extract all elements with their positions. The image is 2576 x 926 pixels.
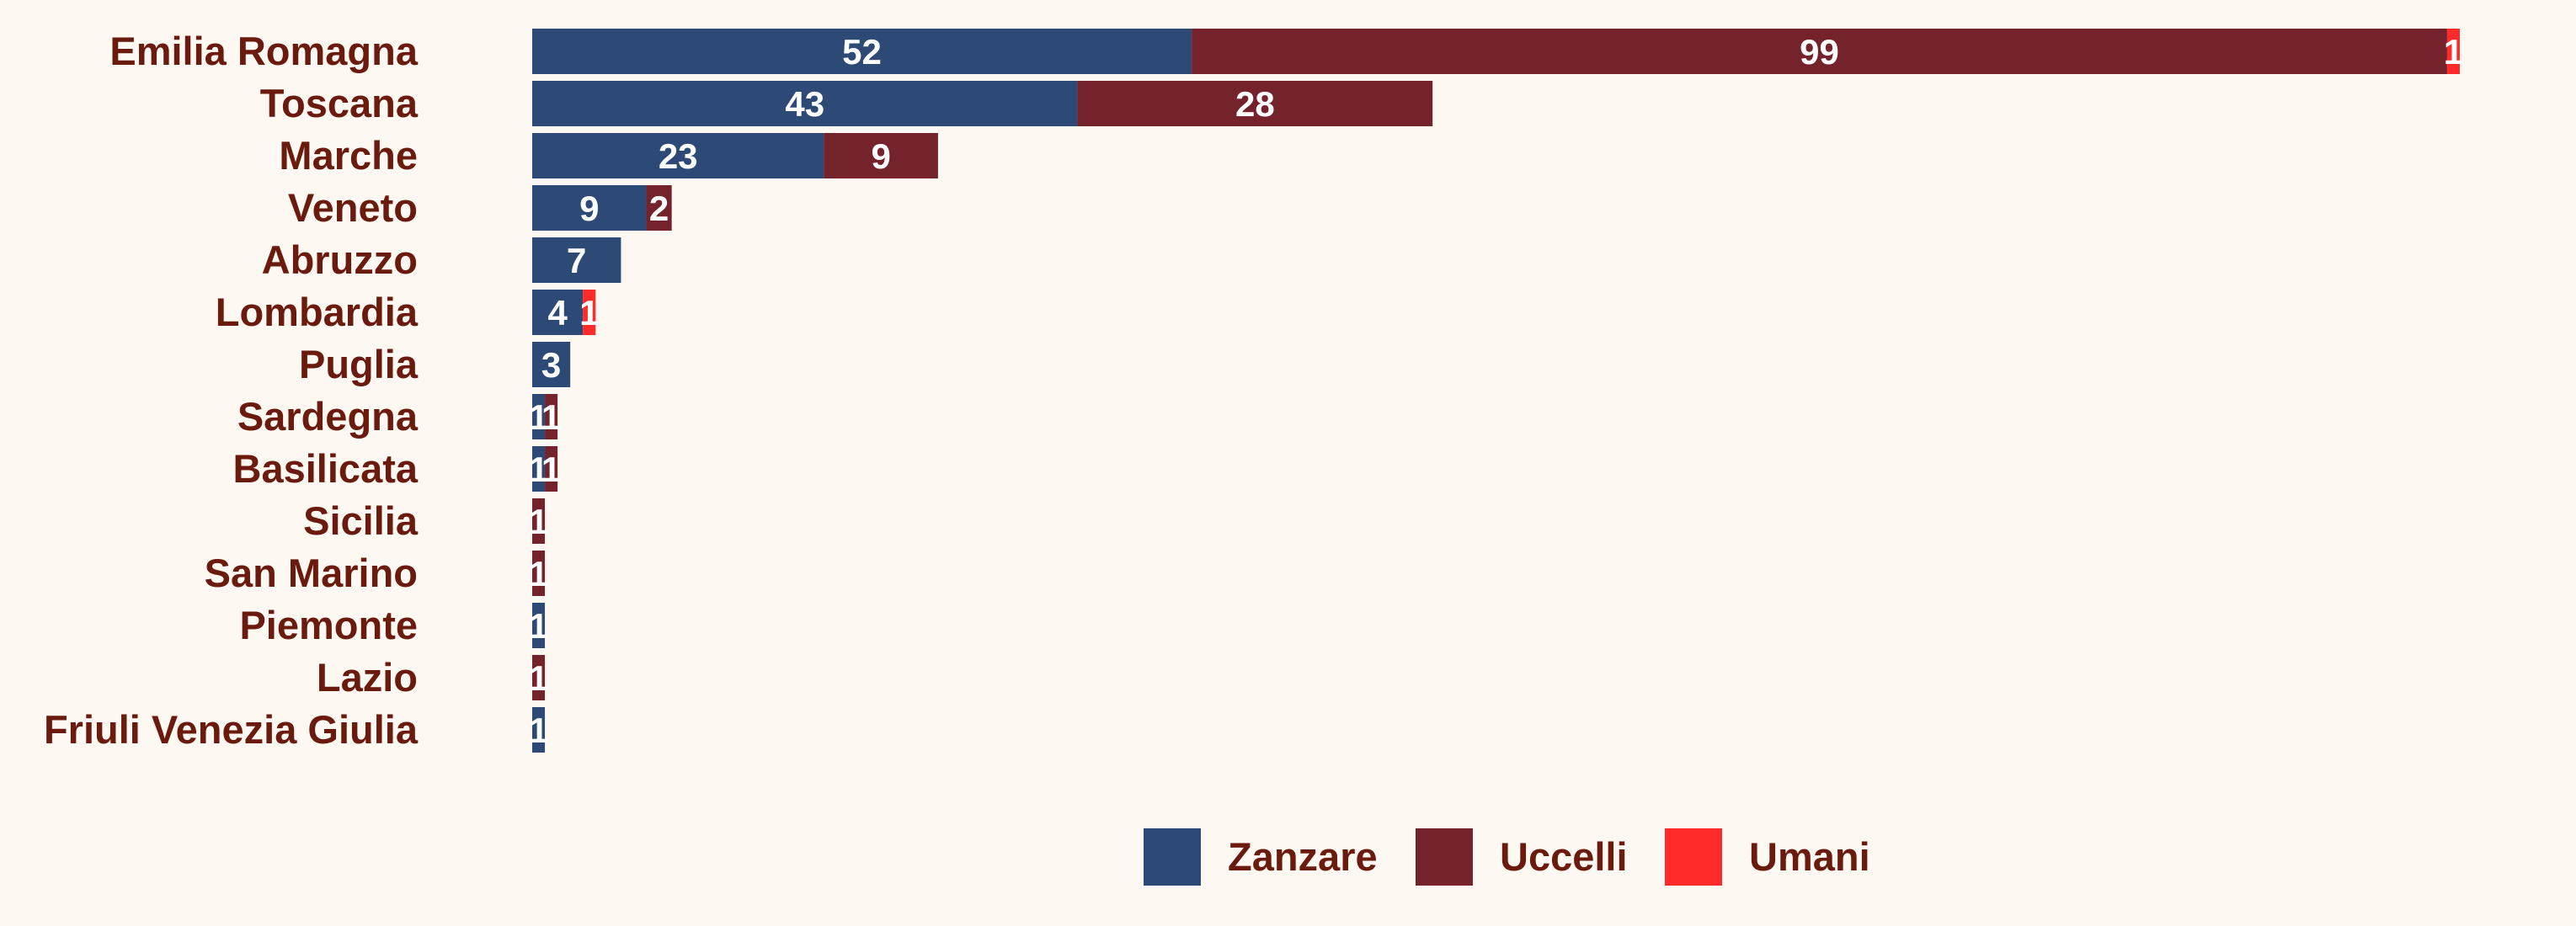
- data-label-piemonte-zanzare: 1: [529, 606, 548, 646]
- bar-toscana-zanzare: [532, 81, 1078, 126]
- bar-sardegna-uccelli: [545, 394, 558, 439]
- category-label-sicilia: Sicilia: [303, 498, 419, 543]
- data-label-marche-uccelli: 9: [871, 136, 890, 176]
- bar-emilia-romagna-umani: [2446, 29, 2460, 74]
- data-label-lombardia-umani: 1: [579, 293, 599, 333]
- data-label-sardegna-uccelli: 1: [541, 397, 561, 437]
- legend-swatch-zanzare: [1144, 828, 1201, 886]
- category-label-lombardia: Lombardia: [216, 290, 419, 334]
- data-label-marche-zanzare: 23: [659, 136, 698, 176]
- category-label-lazio: Lazio: [317, 655, 418, 700]
- category-label-friuli-venezia-giulia: Friuli Venezia Giulia: [44, 707, 419, 752]
- category-label-veneto: Veneto: [288, 185, 418, 230]
- data-label-abruzzo-zanzare: 7: [567, 241, 586, 280]
- data-label-basilicata-uccelli: 1: [541, 450, 561, 489]
- legend-swatch-umani: [1665, 828, 1722, 886]
- category-label-toscana: Toscana: [260, 81, 419, 125]
- bar-puglia-zanzare: [532, 342, 571, 387]
- bar-veneto-zanzare: [532, 185, 647, 231]
- bar-lombardia-zanzare: [532, 290, 584, 335]
- category-label-marche: Marche: [279, 133, 418, 178]
- bar-lazio-uccelli: [532, 655, 546, 700]
- bar-emilia-romagna-zanzare: [532, 29, 1192, 74]
- data-label-san-marino-uccelli: 1: [529, 554, 548, 593]
- category-label-san-marino: San Marino: [205, 551, 418, 595]
- bar-basilicata-uccelli: [545, 446, 558, 492]
- bar-lombardia-umani: [583, 290, 596, 335]
- category-label-abruzzo: Abruzzo: [262, 237, 418, 282]
- legend-label-uccelli: Uccelli: [1500, 834, 1628, 879]
- bar-san-marino-uccelli: [532, 551, 546, 596]
- data-label-sicilia-uccelli: 1: [529, 502, 548, 541]
- data-label-toscana-uccelli: 28: [1235, 84, 1275, 124]
- data-label-lazio-uccelli: 1: [529, 658, 548, 698]
- data-label-sardegna-zanzare: 1: [529, 397, 548, 437]
- data-label-basilicata-zanzare: 1: [529, 450, 548, 489]
- data-label-emilia-romagna-zanzare: 52: [842, 32, 882, 72]
- bar-sardegna-zanzare: [532, 394, 546, 439]
- bar-emilia-romagna-uccelli: [1192, 29, 2447, 74]
- bar-friuli-venezia-giulia-zanzare: [532, 707, 546, 753]
- bar-marche-uccelli: [824, 133, 938, 178]
- data-label-veneto-uccelli: 2: [649, 189, 669, 228]
- bar-sicilia-uccelli: [532, 498, 546, 544]
- data-label-lombardia-zanzare: 4: [547, 293, 568, 333]
- legend-label-zanzare: Zanzare: [1228, 834, 1378, 879]
- data-label-veneto-zanzare: 9: [579, 189, 599, 228]
- data-label-emilia-romagna-uccelli: 99: [1800, 32, 1839, 72]
- bar-marche-zanzare: [532, 133, 824, 178]
- legend-label-umani: Umani: [1749, 834, 1870, 879]
- category-label-emilia-romagna: Emilia Romagna: [109, 29, 419, 73]
- bar-basilicata-zanzare: [532, 446, 546, 492]
- legend: Zanzare Uccelli Umani: [1144, 828, 1870, 886]
- category-label-sardegna: Sardegna: [237, 394, 419, 439]
- category-label-puglia: Puglia: [299, 342, 419, 386]
- bar-piemonte-zanzare: [532, 603, 546, 648]
- bar-abruzzo-zanzare: [532, 237, 621, 283]
- data-label-toscana-zanzare: 43: [785, 84, 824, 124]
- category-labels: Emilia Romagna Toscana Marche Veneto Abruzzo…: [44, 29, 419, 752]
- bar-toscana-uccelli: [1077, 81, 1433, 126]
- bar-veneto-uccelli: [646, 185, 672, 231]
- legend-swatch-uccelli: [1416, 828, 1473, 886]
- category-label-piemonte: Piemonte: [239, 603, 418, 647]
- data-label-puglia-zanzare: 3: [541, 345, 561, 385]
- data-label-friuli-venezia-giulia-zanzare: 1: [529, 710, 548, 750]
- data-label-emilia-romagna-umani: 1: [2444, 32, 2463, 72]
- category-label-basilicata: Basilicata: [233, 446, 419, 491]
